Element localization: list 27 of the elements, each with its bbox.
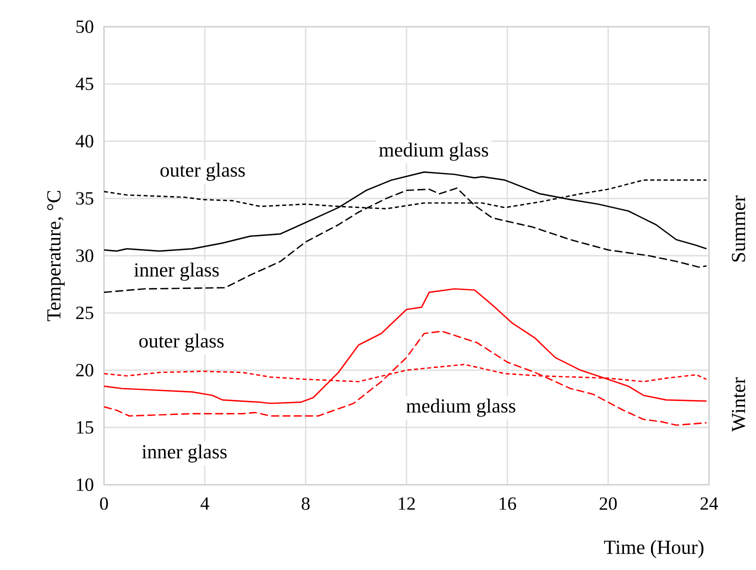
y-tick-label: 20 [76,364,94,376]
y-tick-label: 40 [76,134,94,148]
y-tick-label: 30 [76,249,94,262]
text: Winter [732,377,746,432]
y-tick-label: 25 [76,306,94,320]
text: Summer [732,196,746,262]
y-tick-label: 10 [77,478,94,491]
x-tick-label: 24 [700,497,718,510]
x-tick-label: 12 [398,497,415,510]
annotation: medium glass [379,142,488,161]
y-tick-label: 50 [76,20,94,33]
x-tick-label: 20 [600,497,617,510]
annotation: outer glass [160,162,245,181]
x-tick-label: 0 [100,497,108,510]
y-tick-label: 15 [77,421,94,434]
x-tick-label: 4 [200,497,210,510]
y-axis-title: Temperature, °C [47,190,65,322]
annotation: medium glass [406,398,516,417]
x-tick-label: 16 [500,497,516,510]
y-tick-label: 35 [76,192,94,205]
x-tick-label: 8 [302,497,310,510]
line-series [103,330,708,426]
annotation: inner glass [134,262,219,281]
y-tick-label: 45 [76,78,94,90]
x-axis-title: Time (Hour) [604,540,704,558]
annotation: outer glass [139,334,224,352]
annotation: inner glass [142,444,227,463]
